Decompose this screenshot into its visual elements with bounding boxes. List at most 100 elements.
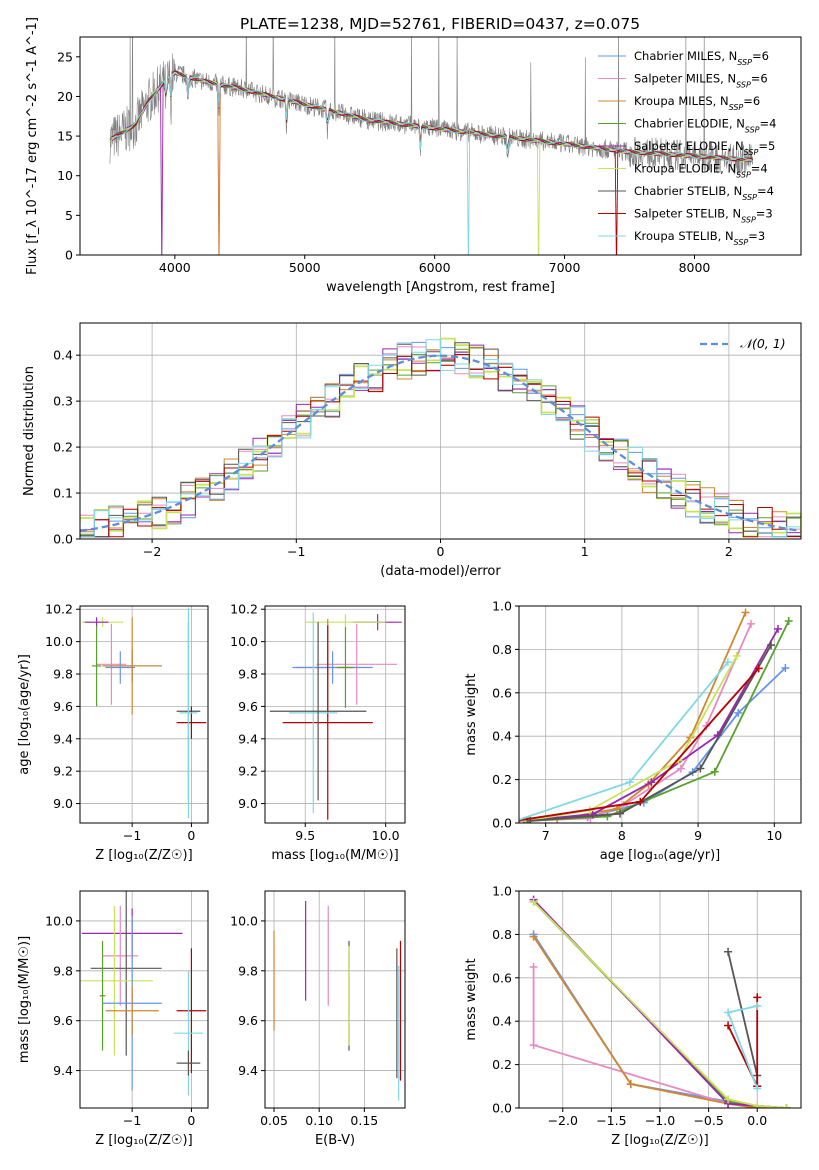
x-tick-label: 4000 (159, 260, 191, 275)
y-tick-label: 0.8 (492, 927, 512, 942)
legend-entry: Salpeter MILES, NSSP=6 (634, 72, 768, 90)
mass-weight-marker (529, 1041, 538, 1050)
y-tick-label: 20 (57, 89, 73, 104)
axes-frame (79, 36, 802, 256)
legend-entry: Chabrier STELIB, NSSP=4 (634, 184, 774, 202)
mass-weight-marker (723, 658, 732, 667)
panel-mass-vs-Z: −1 0 9.4 9.6 9.8 10.0 Z [log₁₀(Z/Z☉)] mass [log… (17, 890, 209, 1148)
mass-weight-marker (529, 897, 538, 906)
legend-nssp-label: N (736, 117, 745, 131)
mass-weight-marker (636, 797, 645, 806)
legend-nssp-sub: SSP (741, 215, 756, 224)
legend-entry: Kroupa ELODIE, NSSP=4 (634, 162, 768, 180)
mass-weight-marker (781, 663, 790, 672)
mass-weight-marker (753, 1002, 762, 1011)
y-axis-label: Normed distribution (22, 366, 37, 496)
x-axis-label: mass [log₁₀(M/M☉)] (271, 848, 398, 863)
y-tick-label: 9.8 (53, 667, 73, 682)
mass-weight-line (726, 1005, 759, 1089)
legend-entry: Chabrier ELODIE, NSSP=4 (634, 117, 776, 135)
panel-mass-vs-ebv: 0.05 0.10 0.15 9.4 9.6 9.8 10.0 E(B-V) (230, 890, 406, 1148)
y-tick-label: 10.0 (45, 913, 73, 928)
x-tick-label: 0.10 (305, 1113, 333, 1128)
x-axis-label: Z [log₁₀(Z/Z☉)] (95, 1133, 192, 1148)
y-tick-label: 9.8 (53, 963, 73, 978)
panel-weight-vs-age: 7 8 9 10 0.0 0.2 0.4 0.6 0.8 1.0 age [log₁₀(age/yr… (464, 599, 802, 863)
x-axis-label: (data-model)/error (380, 564, 501, 579)
legend-nssp-label: N (732, 207, 741, 221)
legend-nssp-sub: SSP (736, 80, 751, 89)
y-tick-label: 10 (57, 168, 73, 183)
legend-nssp-value: =4 (760, 117, 777, 131)
y-axis-label: age [log₁₀(age/yr)] (17, 654, 32, 775)
legend-nssp-sub: SSP (729, 103, 744, 112)
x-tick-label: 9 (694, 828, 702, 843)
x-tick-label: 5000 (289, 260, 321, 275)
y-tick-label: 0 (65, 248, 73, 263)
mass-weight-marker (724, 947, 733, 956)
y-tick-label: 9.4 (53, 1063, 73, 1078)
x-tick-label: −1.5 (596, 1113, 626, 1128)
mass-weight-marker (753, 993, 762, 1002)
x-tick-label: 8000 (679, 260, 711, 275)
y-tick-label: 9.8 (238, 667, 258, 682)
panel-weight-vs-Z: −2.0 −1.5 −1.0 −0.5 0.0 0.0 0.2 0.4 0.6 0.8 1.0 Z [… (464, 884, 802, 1148)
mass-weight-marker (732, 651, 741, 660)
y-tick-label: 9.4 (53, 731, 73, 746)
x-axis-label: E(B-V) (315, 1133, 355, 1148)
x-tick-label: 0.0 (747, 1113, 767, 1128)
y-tick-label: 9.6 (53, 1013, 73, 1028)
y-tick-label: 0.2 (492, 1057, 512, 1072)
legend-nssp-value: =4 (751, 162, 768, 176)
plot-area-age-vs-Z (81, 607, 207, 819)
x-tick-label: −1 (287, 544, 305, 559)
x-tick-label: −1 (123, 1113, 141, 1128)
mass-weight-line (727, 951, 759, 1087)
legend-nssp-sub: SSP (736, 170, 751, 179)
y-tick-label: 9.8 (238, 963, 258, 978)
y-tick-label: 9.2 (238, 764, 258, 779)
y-tick-label: 9.0 (238, 796, 258, 811)
x-tick-label: 10 (766, 828, 782, 843)
x-tick-label: 0 (187, 1113, 195, 1128)
mass-weight-marker (676, 764, 685, 773)
mass-weight-marker (616, 809, 625, 818)
x-axis-label: wavelength [Angstrom, rest frame] (326, 280, 555, 295)
mass-weight-marker (754, 664, 763, 673)
x-axis-label: Z [log₁₀(Z/Z☉)] (95, 848, 192, 863)
legend-entry: Salpeter STELIB, NSSP=3 (634, 207, 773, 225)
y-tick-label: 9.4 (238, 1063, 258, 1078)
mass-weight-marker (784, 616, 793, 625)
y-tick-label: 25 (57, 49, 73, 64)
y-tick-label: 0.0 (53, 532, 73, 547)
x-axis-label: Z [log₁₀(Z/Z☉)] (611, 1133, 708, 1148)
legend-nssp-value: =4 (757, 184, 774, 198)
mass-weight-marker (710, 767, 719, 776)
legend-nssp-label: N (727, 162, 736, 176)
y-tick-label: 0.2 (53, 440, 73, 455)
y-tick-label: 5 (65, 208, 73, 223)
y-axis-label: mass weight (464, 958, 479, 1040)
legend-nssp-label: N (720, 94, 729, 108)
mass-weight-line (525, 655, 738, 822)
legend-nssp-value: =3 (748, 229, 765, 243)
x-tick-label: −2.0 (548, 1113, 578, 1128)
mass-weight-marker (741, 608, 750, 617)
plot-area-weight-vs-Z (529, 895, 791, 1108)
y-tick-label: 9.2 (53, 764, 73, 779)
normal-distribution-curve (80, 354, 801, 533)
mass-weight-marker (734, 708, 743, 717)
y-tick-label: 0.8 (492, 642, 512, 657)
mass-weight-marker (625, 778, 634, 787)
mass-weight-line (530, 644, 772, 822)
y-tick-label: 10.0 (230, 634, 258, 649)
mass-weight-marker (626, 1080, 635, 1089)
spectrum-model-line (109, 71, 754, 255)
mass-weight-marker (767, 641, 776, 650)
plot-area-spectrum (109, 37, 754, 255)
x-tick-label: −1 (123, 828, 141, 843)
legend-nssp-sub: SSP (742, 193, 757, 202)
mass-weight-line (527, 620, 790, 822)
mass-weight-marker (529, 962, 538, 971)
x-tick-label: −2 (143, 544, 161, 559)
